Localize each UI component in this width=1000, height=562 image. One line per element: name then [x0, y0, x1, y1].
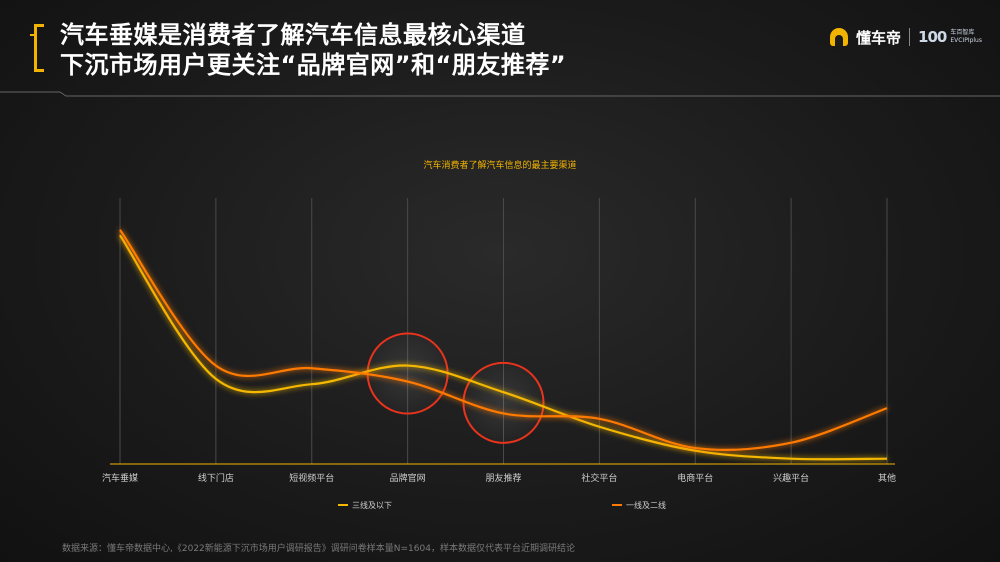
legend-label-1: 一线及二线	[626, 500, 666, 510]
x-tick-label: 短视频平台	[289, 472, 334, 484]
x-tick-label: 社交平台	[581, 472, 617, 484]
chart-title: 汽车消费者了解汽车信息的最主要渠道	[423, 161, 577, 171]
title-line-1: 汽车垂媒是消费者了解汽车信息最核心渠道	[60, 21, 526, 49]
chebai-logo: 100 车百智库 EVCIPIplus	[918, 28, 982, 46]
series-line-1	[119, 229, 888, 452]
dongchedi-logo-icon	[830, 28, 849, 46]
x-tick-label: 汽车垂媒	[102, 472, 138, 484]
series-line-0	[119, 234, 888, 461]
brand-logo-group: 懂车帝 100 车百智库 EVCIPIplus	[830, 24, 982, 50]
x-tick-label: 其他	[878, 472, 896, 484]
chebai-logo-mark: 100	[918, 28, 947, 46]
chebai-logo-cn: 车百智库	[950, 29, 975, 36]
x-tick-label: 电商平台	[677, 472, 713, 484]
header-rule	[0, 91, 1000, 97]
x-tick-label: 兴趣平台	[773, 472, 809, 484]
legend-label-0: 三线及以下	[352, 500, 392, 510]
title-bracket-tick	[30, 34, 36, 36]
highlight-circle	[366, 332, 449, 415]
page-title: 汽车垂媒是消费者了解汽车信息最核心渠道 下沉市场用户更关注“品牌官网”和“朋友推…	[60, 20, 566, 80]
x-tick-label: 朋友推荐	[485, 472, 521, 484]
brand-divider	[909, 28, 911, 46]
x-tick-label: 线下门店	[198, 472, 234, 484]
title-line-2: 下沉市场用户更关注“品牌官网”和“朋友推荐”	[60, 51, 567, 79]
x-tick-label: 品牌官网	[390, 472, 426, 484]
brand-name: 懂车帝	[856, 28, 902, 47]
chebai-logo-text: 车百智库 EVCIPIplus	[950, 29, 982, 45]
chebai-logo-en: EVCIPIplus	[950, 37, 982, 44]
data-source-note: 数据来源：懂车帝数据中心,《2022新能源下沉市场用户调研报告》调研问卷样本量N…	[62, 544, 575, 554]
highlight-circle	[462, 361, 545, 444]
title-bracket	[34, 24, 44, 72]
